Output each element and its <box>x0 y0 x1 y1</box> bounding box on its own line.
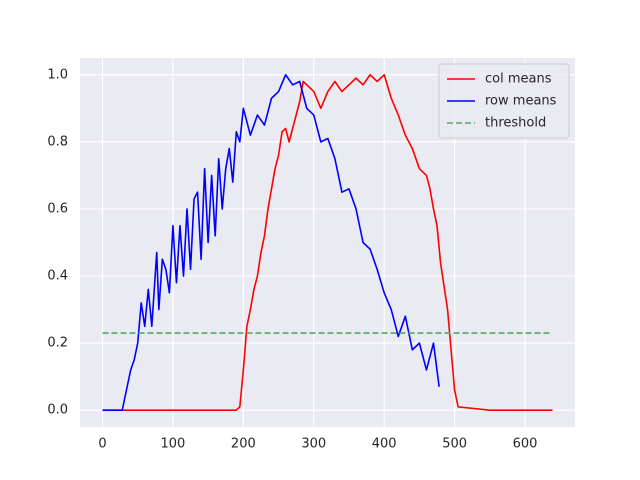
legend: col means row means threshold <box>438 63 570 139</box>
y-tick-label: 0.6 <box>47 201 68 216</box>
x-tick-label: 300 <box>301 437 326 452</box>
lines <box>102 73 553 412</box>
tick-labels: 0 100 200 300 400 500 600 0.0 0.2 0.4 0.6 0.8 1.0 <box>47 67 537 451</box>
x-tick-label: 600 <box>513 437 538 452</box>
x-tick-label: 500 <box>442 437 467 452</box>
y-tick-label: 0.0 <box>47 403 68 418</box>
y-tick-label: 0.4 <box>47 269 68 284</box>
y-tick-label: 0.2 <box>47 336 68 351</box>
line-series <box>102 73 553 412</box>
x-tick-label: 400 <box>372 437 397 452</box>
legend-label: threshold <box>485 116 546 131</box>
x-tick-label: 100 <box>161 437 186 452</box>
legend-label: col means <box>485 72 552 87</box>
line-series <box>102 73 440 412</box>
legend-box <box>438 63 570 139</box>
x-tick-label: 0 <box>98 437 106 452</box>
x-tick-label: 200 <box>231 437 256 452</box>
y-tick-label: 1.0 <box>47 67 68 82</box>
y-tick-label: 0.8 <box>47 134 68 149</box>
legend-label: row means <box>485 94 557 109</box>
